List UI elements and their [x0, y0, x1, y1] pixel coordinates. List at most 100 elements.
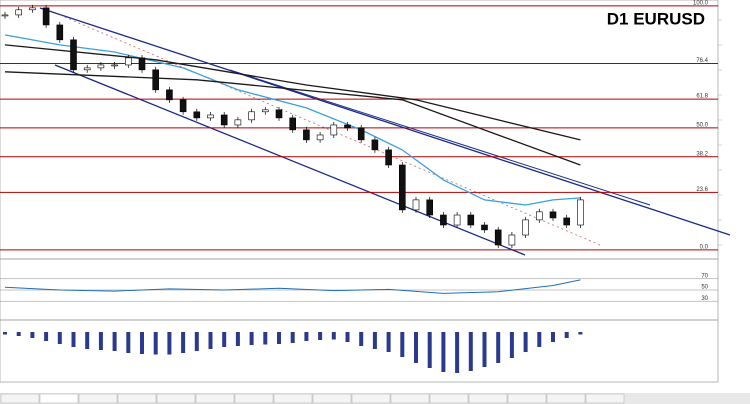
candle: [549, 211, 557, 219]
histogram-bar: [194, 332, 199, 351]
candle: [166, 89, 173, 101]
candle: [234, 119, 242, 126]
oscillator-line: [4, 279, 581, 294]
histogram-bar: [372, 332, 377, 349]
candle: [535, 211, 543, 221]
candle: [303, 129, 310, 141]
tabs[interactable]: [0, 393, 625, 404]
histogram-bar: [523, 332, 528, 352]
candle: [70, 39, 77, 71]
candle: [261, 109, 269, 113]
histogram-bar: [509, 332, 514, 358]
candle: [248, 111, 255, 121]
candle: [316, 134, 324, 141]
candle: [426, 199, 434, 216]
candle: [193, 111, 201, 119]
candle: [508, 234, 516, 246]
candle: [385, 149, 392, 166]
histogram-bar: [85, 332, 90, 349]
chart-title: D1 EURUSD: [607, 9, 705, 28]
histogram-bar: [318, 332, 323, 340]
candle: [357, 127, 365, 141]
candle: [440, 214, 447, 226]
histogram-bar: [277, 332, 281, 344]
level-label: 30: [701, 296, 708, 302]
candle: [207, 114, 214, 119]
histogram-bar: [400, 332, 405, 357]
histogram-bar: [578, 332, 583, 335]
histogram-bar: [208, 332, 213, 349]
price-axis: [718, 19, 722, 246]
histogram-bar: [98, 332, 103, 350]
candle: [481, 224, 488, 231]
histogram-bar: [345, 332, 350, 342]
trend-line: [39, 7, 731, 236]
level-label: 61.8: [696, 94, 708, 100]
level-label: 0.0: [700, 244, 709, 250]
histogram-bar: [263, 332, 268, 345]
level-label: 50: [701, 285, 708, 291]
histogram-bar: [71, 332, 76, 347]
candle: [15, 9, 22, 16]
candle: [398, 164, 406, 211]
moving-average: [4, 71, 581, 166]
candle: [289, 117, 297, 131]
candle: [56, 24, 64, 41]
histogram-bar: [441, 332, 446, 372]
candle: [275, 109, 283, 119]
histogram-bar: [57, 332, 62, 344]
histogram-bar: [482, 332, 487, 367]
candle: [83, 67, 91, 71]
histogram-bar: [359, 332, 364, 346]
histogram-bar: [455, 332, 460, 373]
histogram-bar: [496, 332, 501, 363]
candle: [330, 124, 338, 136]
level-label: 50.0: [696, 122, 708, 128]
histogram-bar: [249, 332, 254, 345]
histogram-bar: [386, 332, 391, 352]
candle: [453, 214, 461, 226]
histogram-bar: [427, 332, 432, 368]
level-label: 76.4: [696, 58, 708, 64]
level-label: 70: [701, 273, 708, 279]
trend-line: [229, 69, 651, 206]
candle: [371, 139, 379, 151]
histogram-bar: [331, 332, 336, 340]
histogram-bar: [126, 332, 131, 353]
histogram-bar: [414, 332, 418, 363]
histogram-bar: [468, 332, 473, 371]
histogram-bar: [112, 332, 117, 351]
histogram-bar: [3, 332, 7, 335]
candle: [1, 14, 9, 17]
candle: [111, 64, 118, 67]
histogram-bar: [44, 332, 49, 341]
candle: [494, 229, 502, 246]
candle: [29, 7, 36, 11]
histogram-bar: [16, 332, 21, 336]
candle: [138, 57, 146, 71]
candle: [42, 7, 50, 26]
histogram-bar: [564, 332, 569, 338]
histogram-bar: [304, 332, 309, 341]
candle: [412, 199, 420, 211]
histogram-bar: [167, 332, 172, 355]
histogram-bar: [537, 332, 542, 347]
candle: [577, 199, 584, 226]
histogram-bar: [551, 332, 555, 342]
candle: [152, 69, 159, 91]
histogram-bar: [290, 332, 295, 343]
plot-frame: [0, 0, 719, 383]
histogram-bar: [222, 332, 227, 347]
candle: [220, 114, 228, 126]
candle: [344, 124, 351, 129]
level-label: 23.6: [696, 187, 708, 193]
moving-average: [4, 44, 581, 141]
histogram-bar: [30, 332, 35, 338]
candle: [125, 57, 132, 66]
candle: [97, 64, 105, 69]
candle: [179, 99, 187, 113]
histogram-bar: [235, 332, 240, 346]
candle: [522, 219, 529, 236]
level-label: 100.0: [693, 0, 709, 6]
level-label: 38.2: [696, 151, 708, 157]
